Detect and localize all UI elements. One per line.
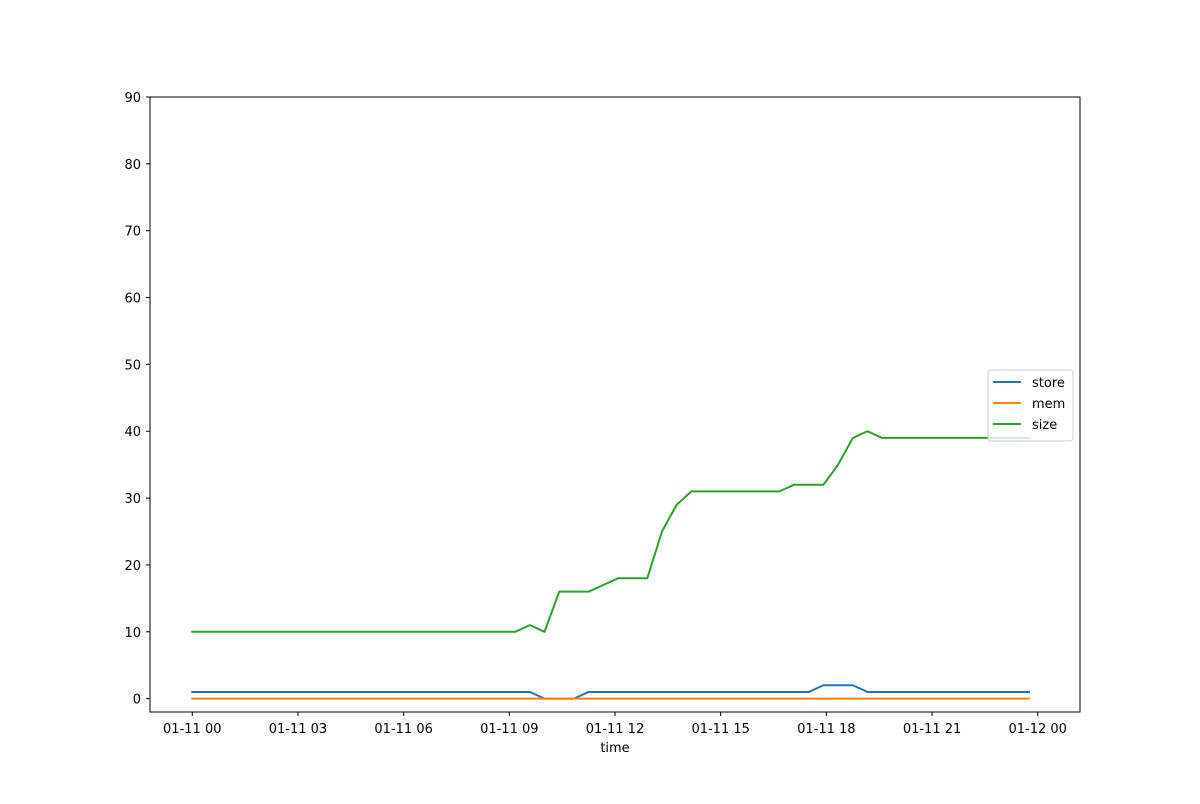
legend-label-mem: mem [1032,397,1065,412]
y-tick-label: 50 [124,358,141,373]
x-axis-title: time [600,741,629,756]
y-tick-label: 0 [133,693,141,708]
legend: store mem size [987,369,1074,442]
y-tick-label: 70 [124,225,141,240]
x-tick-label: 01-11 18 [797,722,855,737]
x-tick-label: 01-11 06 [374,722,432,737]
x-tick-label: 01-11 15 [691,722,749,737]
y-tick-label: 90 [124,91,141,106]
y-tick-label: 60 [124,292,141,307]
x-tick-label: 01-11 09 [480,722,538,737]
y-tick-label: 30 [124,492,141,507]
x-axis: 01-11 00 01-11 03 01-11 06 01-11 09 01-11 12… [163,712,1067,737]
legend-label-store: store [1032,376,1065,391]
legend-label-size: size [1032,418,1057,433]
x-tick-label: 01-11 12 [586,722,644,737]
series-line-size [191,430,1030,633]
y-tick-label: 40 [124,425,141,440]
x-tick-label: 01-11 03 [269,722,327,737]
y-tick-label: 80 [124,158,141,173]
x-tick-label: 01-12 00 [1009,722,1067,737]
y-tick-label: 20 [124,559,141,574]
series-layer [191,430,1030,700]
y-tick-label: 10 [124,626,141,641]
y-axis: 0 10 20 30 40 50 60 70 80 90 [124,91,150,708]
x-tick-label: 01-11 21 [903,722,961,737]
series-line-store [191,684,1030,700]
x-tick-label: 01-11 00 [163,722,221,737]
